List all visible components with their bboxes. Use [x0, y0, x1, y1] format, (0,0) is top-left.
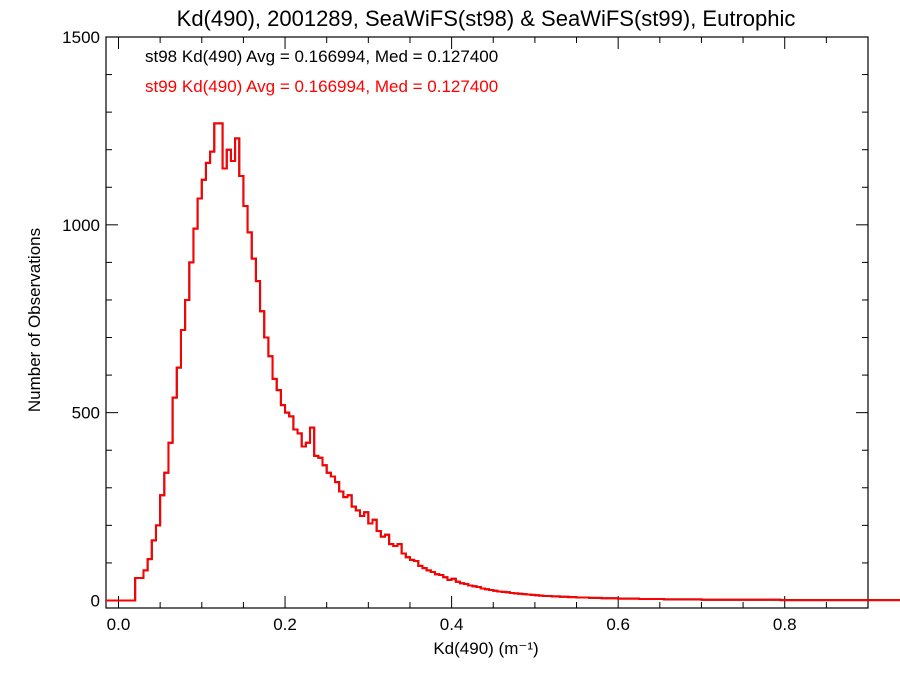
y-tick-label: 1000	[62, 216, 100, 235]
y-tick-label: 1500	[62, 28, 100, 47]
plot-frame	[105, 36, 869, 609]
chart-title: Kd(490), 2001289, SeaWiFS(st98) & SeaWiF…	[177, 6, 796, 31]
y-axis-label: Number of Observations	[25, 228, 44, 412]
legend-st99: st99 Kd(490) Avg = 0.166994, Med = 0.127…	[145, 77, 498, 96]
series-st99-line	[106, 122, 900, 602]
y-tick-label: 500	[72, 404, 100, 423]
x-tick-label: 0.8	[773, 615, 797, 634]
plot-area: 0.0 0.2 0.4 0.6 0.8 0 500 1000 1500	[62, 28, 900, 634]
x-axis-label: Kd(490) (m⁻¹)	[433, 639, 538, 658]
x-tick-label: 0.2	[273, 615, 297, 634]
y-tick-label: 0	[91, 591, 100, 610]
series-st98-line	[106, 122, 900, 602]
x-tick-label: 0.0	[107, 615, 131, 634]
x-tick-label: 0.4	[440, 615, 464, 634]
legend-st98: st98 Kd(490) Avg = 0.166994, Med = 0.127…	[145, 47, 498, 66]
x-tick-label: 0.6	[606, 615, 630, 634]
